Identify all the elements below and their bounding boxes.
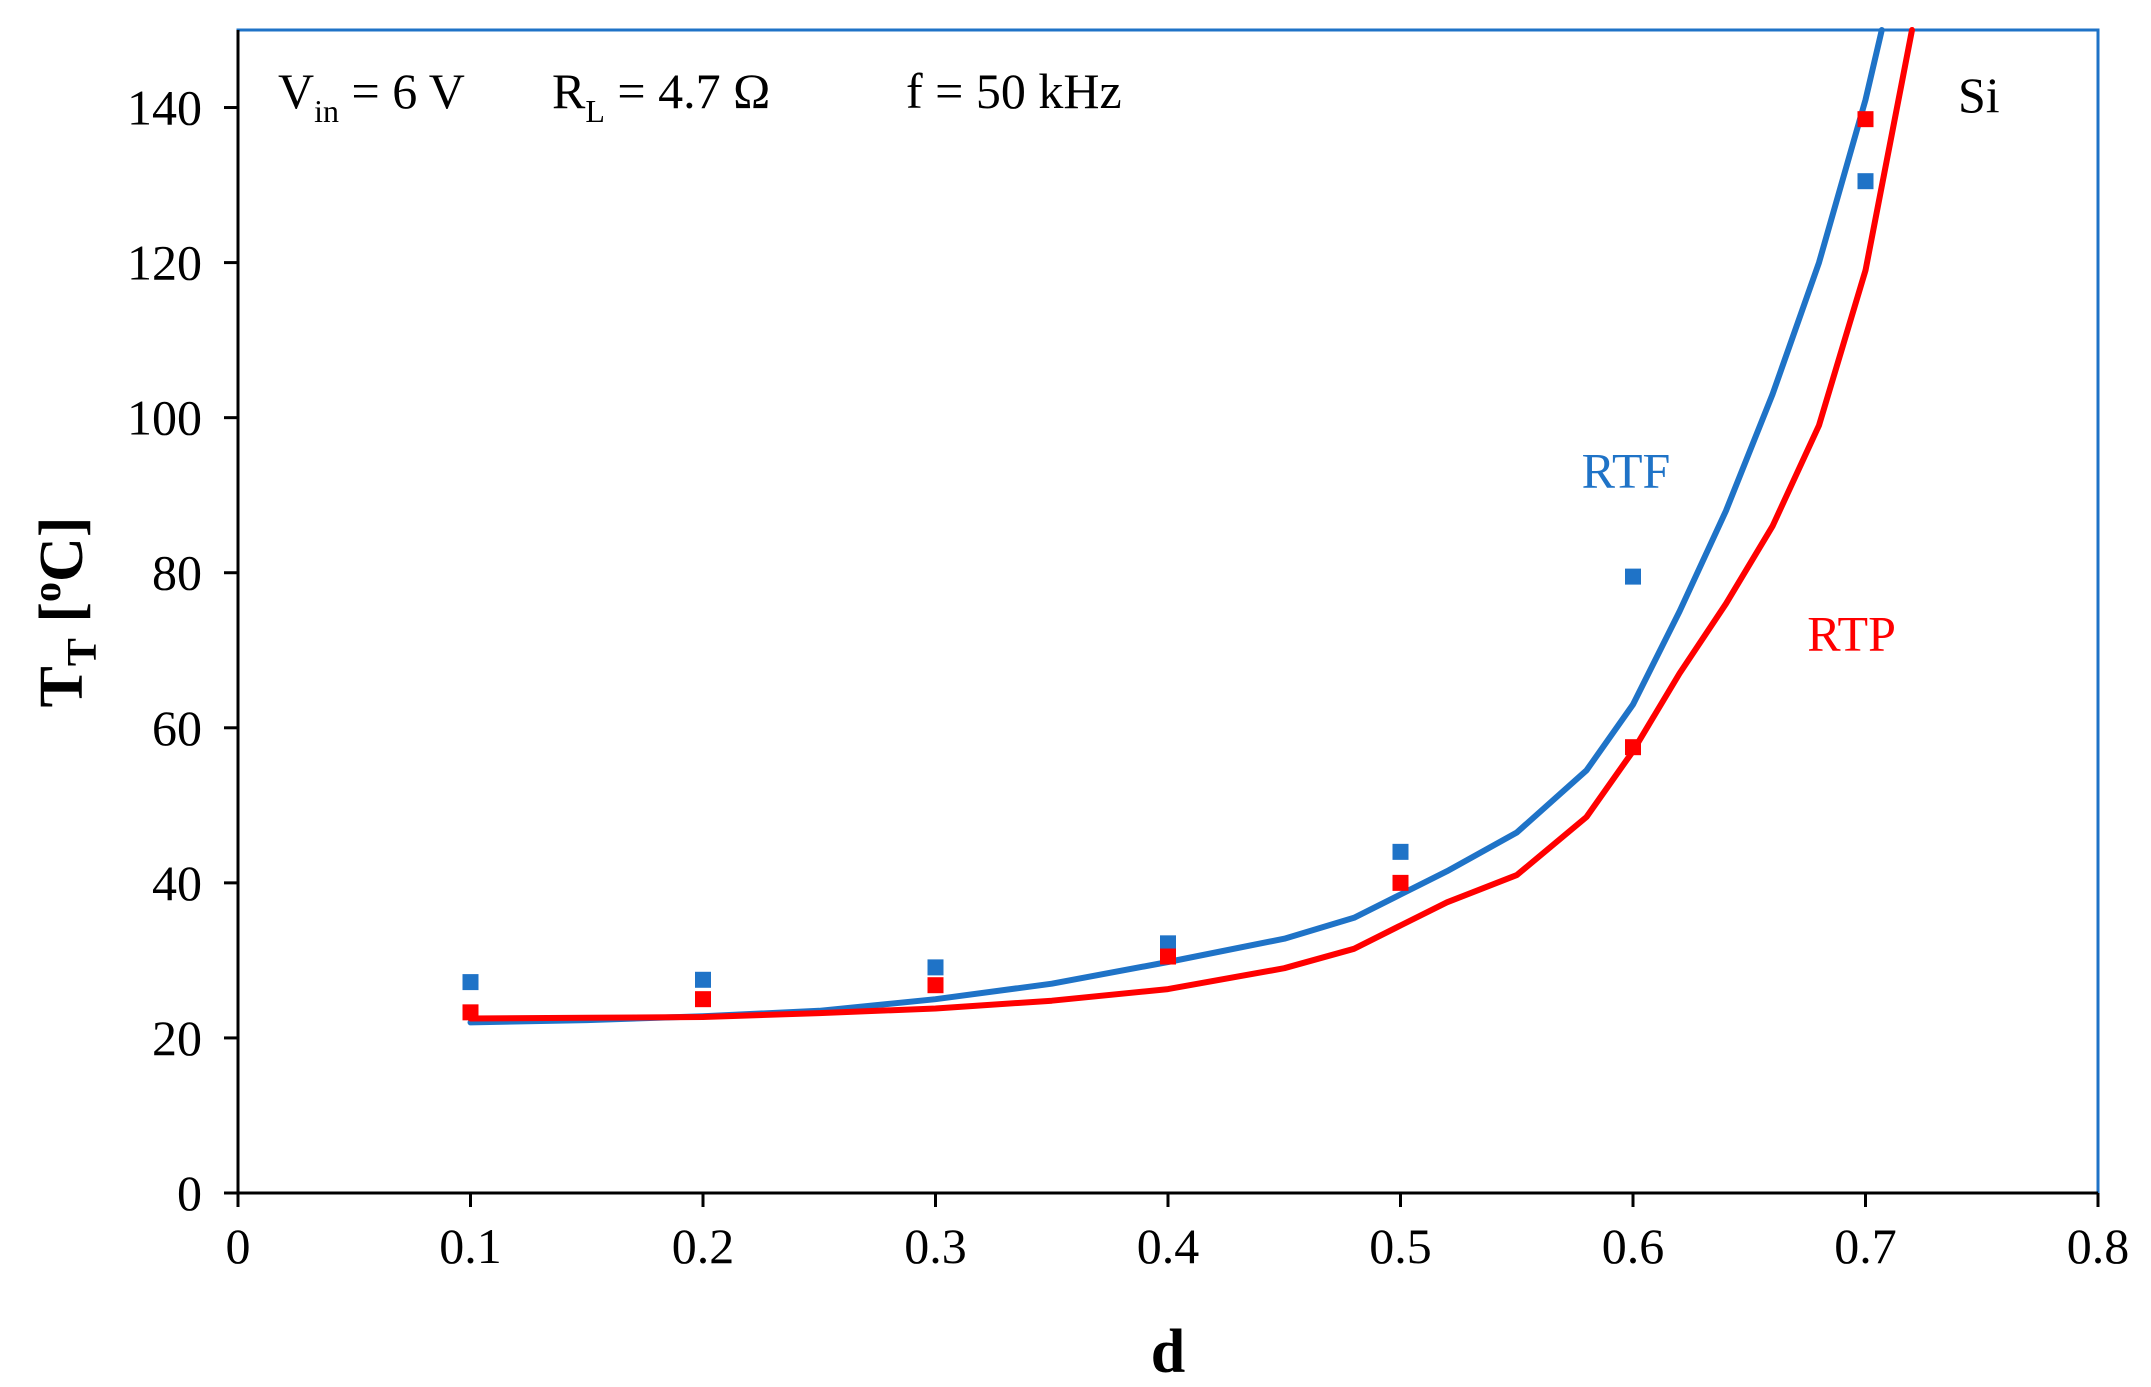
point-rtp (1160, 948, 1176, 965)
y-tick-label: 120 (127, 235, 202, 291)
x-tick-label: 0.8 (2067, 1218, 2130, 1274)
y-tick-label: 100 (127, 390, 202, 446)
point-rtp (695, 991, 711, 1008)
x-tick-label: 0.7 (1834, 1218, 1897, 1274)
point-rtf (695, 971, 711, 988)
series-label-rtp: RTP (1807, 605, 1896, 661)
y-ticks: 0 20 40 60 80 100 120 140 (127, 80, 238, 1221)
vin-value: = 6 V (339, 63, 465, 119)
point-rtf (1160, 935, 1176, 952)
y-axis-title-sub: T (60, 638, 106, 666)
x-tick-label: 0.4 (1137, 1218, 1200, 1274)
x-tick-label: 0.5 (1369, 1218, 1432, 1274)
plot-area (236, 28, 2100, 1195)
point-rtf (462, 974, 479, 991)
x-tick-label: 0.1 (439, 1218, 502, 1274)
point-rtp (1392, 874, 1409, 891)
rl-sub: L (585, 93, 605, 129)
y-axis-title: TT [oC] (24, 517, 106, 708)
vin-label: V (278, 63, 314, 119)
rl-label: R (552, 63, 586, 119)
point-rtp (927, 977, 944, 994)
vin-sub: in (314, 93, 339, 129)
point-rtp (462, 1004, 479, 1021)
series-curves (467, 27, 1915, 1026)
y-axis-title-main: T (28, 666, 96, 707)
point-rtf (1857, 173, 1874, 190)
annotation-frequency: f = 50 kHz (906, 63, 1122, 119)
x-axis-title: d (1151, 1318, 1185, 1386)
y-tick-label: 20 (152, 1010, 202, 1066)
point-rtf (1625, 568, 1641, 585)
curve-rtf (467, 27, 1885, 1026)
x-tick-label: 0 (226, 1218, 251, 1274)
annotation-rl: RL = 4.7 Ω (552, 63, 770, 129)
y-tick-label: 80 (152, 545, 202, 601)
point-rtf (1392, 843, 1409, 860)
x-tick-label: 0.2 (672, 1218, 735, 1274)
y-axis-title-sup: o (24, 582, 69, 602)
series-labels: RTF RTP (1582, 442, 1896, 661)
x-ticks: 0 0.1 0.2 0.3 0.4 0.5 0.6 0.7 0.8 (226, 1193, 2130, 1274)
series-points (462, 111, 1874, 1021)
y-tick-label: 40 (152, 855, 202, 911)
point-rtp (1857, 111, 1874, 128)
y-tick-label: 0 (177, 1165, 202, 1221)
rl-value: = 4.7 Ω (605, 63, 770, 119)
annotation-vin: Vin = 6 V (278, 63, 465, 129)
y-tick-label: 140 (127, 80, 202, 136)
annotation-material: Si (1958, 67, 2000, 123)
y-axis-title-rest: [ (28, 602, 96, 638)
series-label-rtf: RTF (1582, 442, 1671, 498)
curve-rtp (467, 27, 1915, 1022)
y-axis-title-end: C] (28, 517, 96, 582)
x-tick-label: 0.3 (904, 1218, 967, 1274)
point-rtf (927, 959, 944, 976)
x-tick-label: 0.6 (1602, 1218, 1665, 1274)
y-tick-label: 60 (152, 700, 202, 756)
point-rtp (1625, 739, 1641, 756)
